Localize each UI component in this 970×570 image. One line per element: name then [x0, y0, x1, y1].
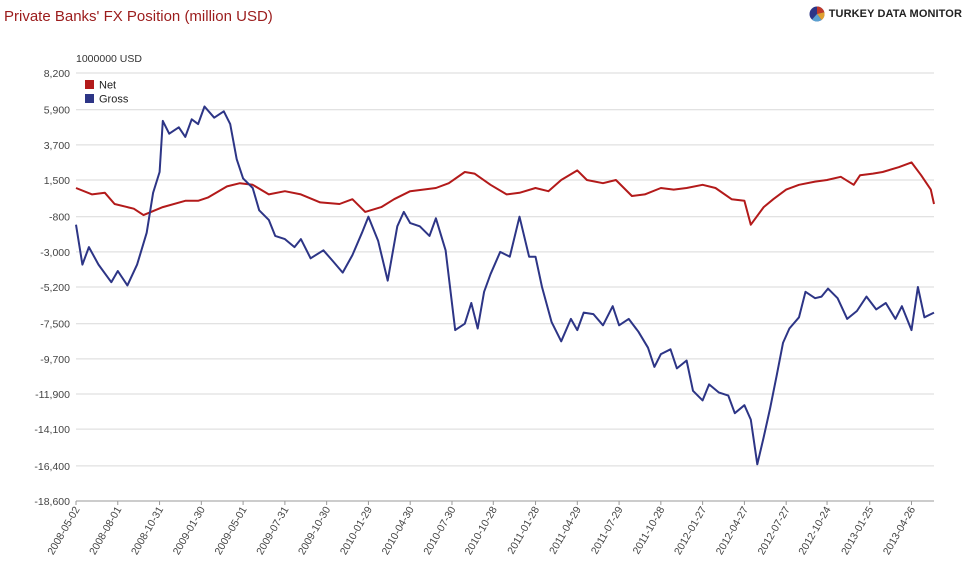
y-tick-label: -16,400: [34, 461, 70, 473]
y-tick-label: 5,900: [44, 105, 70, 117]
legend-label-net: Net: [99, 80, 116, 92]
brand-logo: TURKEY DATA MONITOR: [809, 6, 962, 22]
x-tick-label: 2008-10-31: [129, 504, 166, 557]
x-tick-label: 2012-04-27: [714, 504, 751, 557]
pie-chart-icon: [809, 6, 825, 22]
x-axis: 2008-05-02 2008-08-01 2008-10-31 2009-01-30…: [45, 500, 934, 557]
x-tick-label: 2012-10-24: [796, 504, 833, 557]
x-tick-label: 2010-10-28: [463, 504, 500, 557]
x-tick-label: 2012-07-27: [756, 504, 793, 557]
y-tick-label: -11,900: [35, 389, 70, 401]
y-tick-label: -14,100: [34, 424, 70, 436]
x-tick-label: 2011-04-29: [547, 504, 584, 556]
x-tick-label: 2009-01-30: [171, 504, 208, 557]
y-tick-label: -3,000: [40, 247, 70, 259]
legend-label-gross: Gross: [99, 94, 129, 106]
x-tick-label: 2009-07-31: [254, 504, 291, 557]
y-tick-label: -800: [49, 212, 70, 224]
y-tick-label: 3,700: [44, 140, 70, 152]
x-tick-label: 2009-05-01: [212, 504, 249, 557]
x-tick-label: 2008-05-02: [45, 504, 82, 557]
y-tick-label: -9,700: [40, 354, 70, 366]
y-tick-label: -7,500: [40, 319, 70, 331]
legend: Net Gross: [85, 80, 129, 106]
x-tick-label: 2012-01-27: [672, 504, 709, 557]
x-tick-label: 2011-07-29: [589, 504, 626, 556]
y-unit-label: 1000000 USD: [76, 53, 142, 65]
series-lines: [75, 105, 935, 466]
x-tick-label: 2009-10-30: [296, 504, 333, 557]
y-tick-label: 1,500: [44, 175, 70, 187]
x-tick-label: 2011-10-28: [631, 504, 668, 556]
chart-title: Private Banks' FX Position (million USD): [4, 8, 273, 25]
x-tick-label: 2011-01-28: [505, 504, 542, 556]
legend-swatch-gross: [85, 94, 94, 103]
series-line-net: [75, 161, 935, 226]
x-tick-label: 2010-04-30: [380, 504, 417, 557]
x-tick-label: 2013-04-26: [881, 504, 918, 557]
series-line-gross: [75, 105, 935, 466]
y-axis: -18,600 -16,400 -14,100 -11,900 -9,700 -7,500…: [34, 68, 70, 508]
brand-name: TURKEY DATA MONITOR: [828, 8, 962, 20]
legend-swatch-net: [85, 80, 94, 89]
x-tick-label: 2008-08-01: [87, 504, 124, 557]
y-tick-label: 8,200: [44, 68, 70, 80]
x-tick-label: 2010-01-29: [338, 504, 375, 557]
y-tick-label: -5,200: [40, 282, 70, 294]
grid-lines: [76, 72, 934, 502]
x-tick-label: 2010-07-30: [421, 504, 458, 557]
y-tick-label: -18,600: [34, 496, 70, 508]
x-tick-label: 2013-01-25: [839, 504, 876, 557]
